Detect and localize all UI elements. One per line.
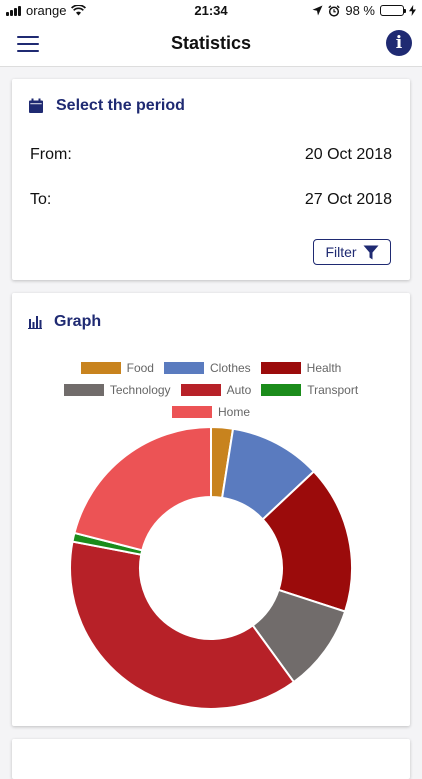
app-header: Statistics i [0, 22, 422, 67]
donut-slice-health[interactable] [261, 470, 353, 613]
legend-swatch [261, 384, 302, 396]
donut-slice-auto[interactable] [69, 540, 296, 710]
legend-item-health[interactable]: Health [260, 361, 342, 375]
filter-button[interactable]: Filter [313, 239, 391, 265]
to-row[interactable]: To: 27 Oct 2018 [30, 191, 392, 209]
wifi-icon [71, 5, 87, 16]
legend-swatch [171, 406, 212, 418]
menu-icon[interactable] [17, 36, 39, 52]
legend-label: Health [306, 361, 342, 375]
from-row[interactable]: From: 20 Oct 2018 [30, 146, 392, 164]
legend-row: Technology Auto Transport [12, 379, 410, 401]
carrier-info: orange [6, 3, 87, 18]
to-label: To: [30, 191, 52, 208]
legend-item-auto[interactable]: Auto [180, 383, 252, 397]
legend-label: Clothes [209, 361, 251, 375]
alarm-icon [328, 4, 341, 17]
signal-icon [6, 5, 21, 16]
legend-swatch [180, 384, 221, 396]
chart-legend: Food Clothes Health Technology Auto Transport… [12, 357, 410, 423]
donut-slice-home[interactable] [73, 425, 212, 552]
period-card: Select the period From: 20 Oct 2018 To: … [12, 79, 410, 280]
status-time: 21:34 [194, 3, 228, 18]
battery-percent: 98 % [345, 3, 375, 18]
graph-card-title: Graph [28, 313, 101, 331]
legend-swatch [163, 362, 204, 374]
legend-swatch [260, 362, 301, 374]
calendar-icon [29, 98, 43, 113]
legend-label: Technology [109, 383, 171, 397]
legend-label: Auto [226, 383, 252, 397]
carrier-name: orange [26, 3, 67, 18]
legend-label: Home [217, 405, 250, 419]
status-right: 98 % [312, 3, 416, 18]
legend-item-home[interactable]: Home [171, 405, 250, 419]
period-title-text: Select the period [56, 97, 185, 114]
legend-swatch [80, 362, 121, 374]
battery-icon [380, 5, 406, 16]
filter-label: Filter [325, 244, 357, 260]
info-icon[interactable]: i [386, 30, 412, 56]
legend-item-technology[interactable]: Technology [63, 383, 171, 397]
legend-item-food[interactable]: Food [80, 361, 154, 375]
to-date[interactable]: 27 Oct 2018 [304, 191, 392, 208]
graph-title-text: Graph [54, 313, 102, 330]
legend-swatch [63, 384, 104, 396]
legend-label: Transport [307, 383, 359, 397]
graph-card: Graph Food Clothes Health Technology Auto Tra… [12, 293, 410, 726]
filter-icon [363, 245, 379, 259]
period-card-title: Select the period [28, 97, 185, 115]
legend-item-transport[interactable]: Transport [261, 383, 358, 397]
location-arrow-icon [312, 5, 323, 16]
bar-chart-icon [28, 316, 42, 329]
charging-bolt-icon [409, 5, 416, 16]
next-card [12, 739, 410, 779]
legend-row: Food Clothes Health [12, 357, 410, 379]
status-bar: orange 21:34 98 % [0, 0, 422, 22]
from-date[interactable]: 20 Oct 2018 [304, 146, 392, 163]
from-label: From: [30, 146, 72, 163]
page-title: Statistics [170, 33, 252, 53]
legend-item-clothes[interactable]: Clothes [163, 361, 251, 375]
legend-row: Home [12, 401, 410, 423]
legend-label: Food [126, 361, 154, 375]
donut-chart [69, 425, 353, 710]
